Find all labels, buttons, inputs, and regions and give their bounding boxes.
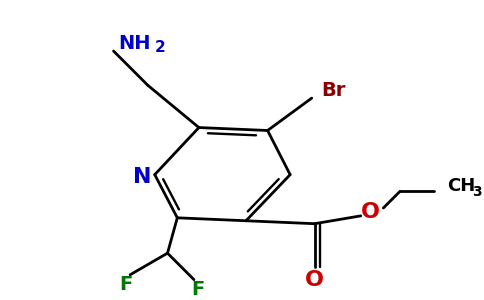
Text: O: O [305,270,324,290]
Text: N: N [133,167,151,187]
Text: 2: 2 [154,40,165,55]
Text: O: O [361,202,380,222]
Text: CH: CH [447,177,475,195]
Text: NH: NH [119,34,151,53]
Text: Br: Br [321,81,346,100]
Text: F: F [120,275,133,294]
Text: 3: 3 [471,185,481,199]
Text: F: F [191,280,205,299]
